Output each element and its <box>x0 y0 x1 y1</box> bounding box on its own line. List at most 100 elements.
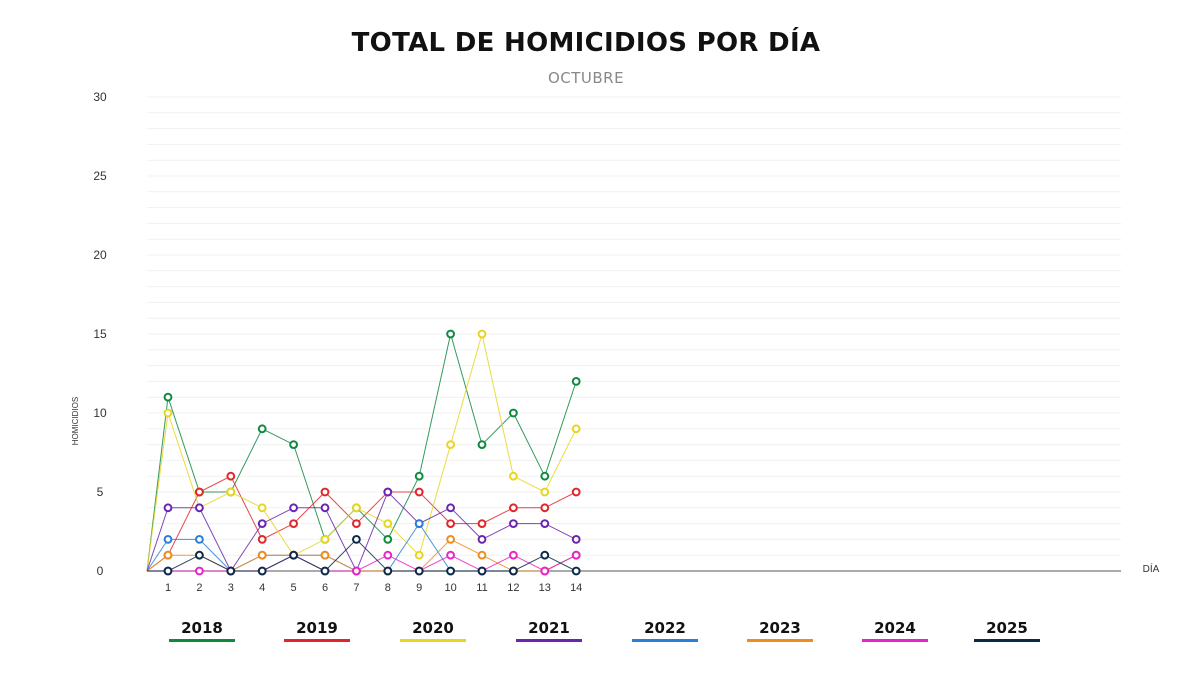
legend-item-2023: 2023 <box>747 619 813 642</box>
data-point-2020 <box>446 440 456 450</box>
y-axis-label: HOMICIDIOS <box>71 397 80 445</box>
y-tick-label: 0 <box>97 564 104 578</box>
data-point-2025 <box>163 566 173 576</box>
data-point-2018 <box>414 471 424 481</box>
series-line-2018 <box>146 333 577 572</box>
data-point-2024 <box>352 566 361 576</box>
legend-item-2021: 2021 <box>516 619 582 642</box>
data-point-2025 <box>571 566 581 576</box>
data-point-2020 <box>414 550 424 560</box>
legend-item-2022: 2022 <box>632 619 698 642</box>
legend-item-2019: 2019 <box>284 619 350 642</box>
x-axis-label: DÍA <box>1143 562 1160 575</box>
legend-swatch <box>747 639 813 642</box>
data-point-2023 <box>163 550 173 560</box>
data-point-2021 <box>571 535 581 544</box>
data-point-2019 <box>257 535 267 544</box>
x-tick-label: 14 <box>570 582 582 594</box>
data-point-2021 <box>383 487 393 497</box>
legend-swatch <box>516 639 582 642</box>
x-tick-label: 3 <box>228 582 234 594</box>
data-point-2025 <box>509 566 518 576</box>
data-point-2021 <box>477 535 487 544</box>
y-tick-label: 30 <box>93 90 107 104</box>
data-point-2025 <box>414 566 424 576</box>
data-point-2019 <box>446 519 456 528</box>
y-tick-label: 5 <box>97 485 104 499</box>
legend-item-2018: 2018 <box>169 619 235 642</box>
x-tick-label: 1 <box>165 582 171 594</box>
data-point-2019 <box>571 487 581 497</box>
y-tick-label: 10 <box>93 406 107 420</box>
legend-item-2020: 2020 <box>400 619 466 642</box>
legend-item-2025: 2025 <box>974 619 1040 642</box>
data-point-2025 <box>257 566 267 576</box>
legend-label: 2022 <box>644 619 686 637</box>
x-tick-label: 12 <box>507 582 519 594</box>
data-point-2025 <box>226 566 236 576</box>
data-point-2025 <box>540 550 550 560</box>
data-point-2024 <box>446 550 456 560</box>
data-point-2018 <box>257 424 267 434</box>
legend-label: 2019 <box>296 619 338 637</box>
data-point-2020 <box>320 535 330 544</box>
data-point-2022 <box>414 519 424 528</box>
data-point-2025 <box>446 566 456 576</box>
x-tick-label: 6 <box>322 582 328 594</box>
data-point-2021 <box>320 503 330 513</box>
series-line-2020 <box>146 333 577 572</box>
data-point-2020 <box>226 487 236 497</box>
data-point-2018 <box>540 471 550 481</box>
data-point-2025 <box>352 535 361 544</box>
legend-swatch <box>632 639 698 642</box>
data-point-2020 <box>257 503 267 513</box>
data-point-2023 <box>320 550 330 560</box>
x-tick-label: 8 <box>385 582 391 594</box>
legend-item-2024: 2024 <box>862 619 928 642</box>
data-point-2021 <box>540 519 550 528</box>
legend-swatch <box>400 639 466 642</box>
data-point-2018 <box>571 377 581 386</box>
y-tick-label: 20 <box>93 248 107 262</box>
data-point-2024 <box>571 550 581 560</box>
data-point-2019 <box>414 487 424 497</box>
data-point-2021 <box>446 503 456 513</box>
data-point-2020 <box>540 487 550 497</box>
x-tick-label: 11 <box>476 582 487 594</box>
data-point-2019 <box>477 519 487 528</box>
data-point-2021 <box>289 503 299 513</box>
data-point-2024 <box>383 550 393 560</box>
x-tick-label: 2 <box>196 582 202 594</box>
data-point-2018 <box>383 535 393 544</box>
legend-label: 2020 <box>412 619 454 637</box>
data-point-2018 <box>477 440 487 450</box>
data-point-2025 <box>477 566 487 576</box>
data-point-2020 <box>163 408 173 418</box>
data-point-2018 <box>289 440 299 450</box>
data-point-2019 <box>540 503 550 513</box>
data-point-2021 <box>509 519 518 528</box>
x-tick-label: 13 <box>539 582 551 594</box>
y-tick-label: 25 <box>93 169 107 183</box>
data-point-2021 <box>163 503 173 513</box>
data-point-2018 <box>446 329 456 339</box>
data-point-2019 <box>320 487 330 497</box>
x-tick-label: 10 <box>444 582 456 594</box>
data-point-2022 <box>163 535 173 544</box>
x-tick-label: 7 <box>353 582 359 594</box>
data-point-2020 <box>383 519 393 528</box>
data-point-2020 <box>571 424 581 434</box>
legend-swatch <box>169 639 235 642</box>
data-point-2019 <box>289 519 299 528</box>
data-point-2022 <box>195 535 204 544</box>
legend-label: 2018 <box>181 619 223 637</box>
chart-subtitle: OCTUBRE <box>547 69 625 87</box>
series-line-2022 <box>146 522 577 572</box>
legend-swatch <box>862 639 928 642</box>
y-tick-label: 15 <box>93 327 107 341</box>
data-point-2025 <box>320 566 330 576</box>
data-point-2020 <box>352 503 361 513</box>
legend-label: 2023 <box>759 619 801 637</box>
data-point-2020 <box>477 329 487 339</box>
data-point-2024 <box>540 566 550 576</box>
